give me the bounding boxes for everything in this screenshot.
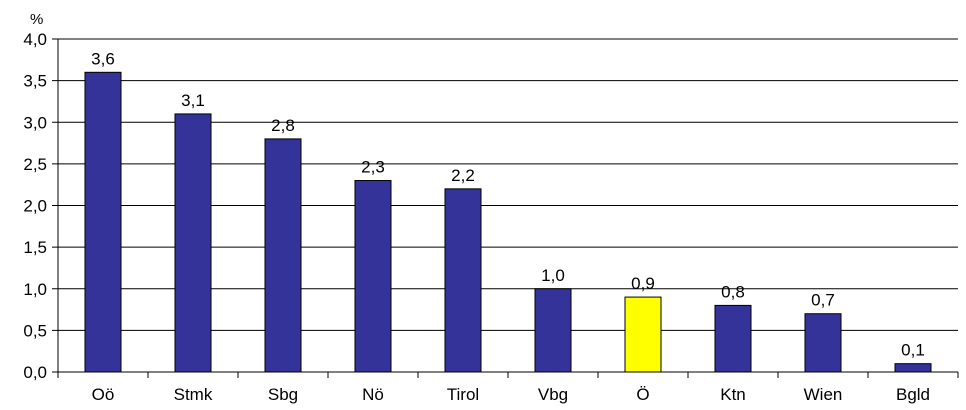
y-unit-label: % [30, 11, 43, 28]
x-tick-label: Vbg [538, 385, 568, 404]
y-tick-label: 0,0 [23, 363, 47, 382]
data-label: 0,8 [721, 282, 745, 301]
data-label: 0,7 [811, 291, 835, 310]
y-tick-label: 1,0 [23, 280, 47, 299]
x-tick-label: Ktn [720, 385, 746, 404]
x-tick-label: Bgld [896, 385, 930, 404]
x-tick-label: Stmk [174, 385, 213, 404]
bars [84, 71, 932, 373]
y-tick-label: 4,0 [23, 30, 47, 49]
x-tick-label: Wien [804, 385, 843, 404]
x-tick-label: Sbg [268, 385, 298, 404]
data-label: 0,9 [631, 274, 655, 293]
y-tick-label: 2,5 [23, 155, 47, 174]
data-label: 3,6 [91, 49, 115, 68]
bar-4 [444, 188, 482, 373]
bar-9 [894, 363, 932, 373]
y-tick-label: 2,0 [23, 197, 47, 216]
data-label: 1,0 [541, 266, 565, 285]
y-tick-label: 0,5 [23, 321, 47, 340]
x-axis-ticks: Oö Stmk Sbg Nö Tirol Vbg Ö Ktn Wien Bgld [92, 385, 930, 404]
y-tick-label: 3,0 [23, 113, 47, 132]
bar-1 [174, 113, 212, 373]
y-tick-label: 1,5 [23, 238, 47, 257]
y-tick-label: 3,5 [23, 72, 47, 91]
bar-0 [84, 71, 122, 373]
data-label: 2,2 [451, 166, 475, 185]
x-tick-label: Oö [92, 385, 115, 404]
data-label: 0,1 [901, 341, 925, 360]
data-labels: 3,6 3,1 2,8 2,3 2,2 1,0 0,9 0,8 0,7 0,1 [91, 49, 925, 359]
x-tick-label: Ö [636, 385, 649, 404]
bar-2 [264, 138, 302, 373]
bar-5 [534, 288, 572, 373]
bar-6 [624, 296, 662, 373]
data-label: 2,3 [361, 158, 385, 177]
x-tick-label: Nö [362, 385, 384, 404]
data-label: 3,1 [181, 91, 205, 110]
y-axis-ticks: 0,0 0,5 1,0 1,5 2,0 2,5 3,0 3,5 4,0 [23, 30, 47, 382]
x-tick-label: Tirol [447, 385, 479, 404]
bar-3 [354, 180, 392, 373]
axes [52, 38, 959, 378]
data-label: 2,8 [271, 116, 295, 135]
bar-7 [714, 304, 752, 373]
bar-8 [804, 313, 842, 373]
